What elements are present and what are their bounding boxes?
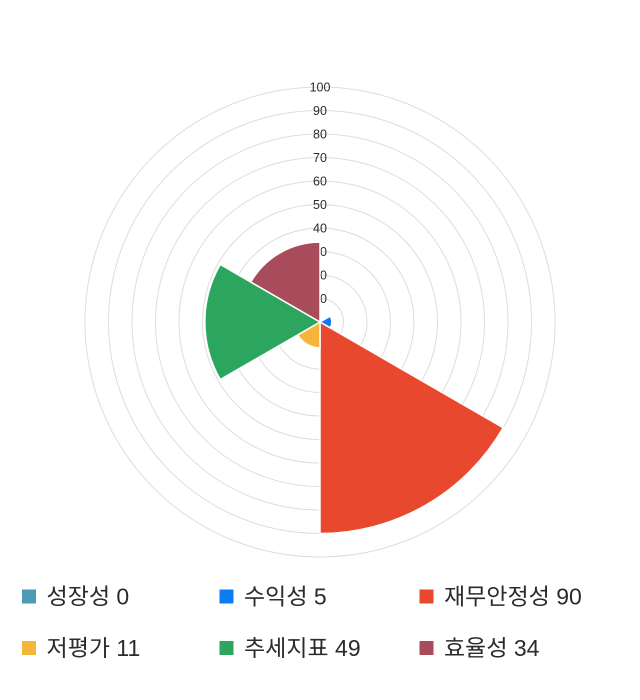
svg-text:효율성 34: 효율성 34 (444, 635, 540, 661)
svg-text:90: 90 (313, 104, 327, 118)
svg-text:추세지표 49: 추세지표 49 (244, 635, 361, 661)
svg-text:60: 60 (313, 174, 327, 188)
svg-text:80: 80 (313, 127, 327, 141)
svg-text:성장성 0: 성장성 0 (47, 583, 130, 609)
svg-text:수익성 5: 수익성 5 (244, 583, 327, 609)
svg-text:100: 100 (310, 80, 331, 94)
svg-text:저평가 11: 저평가 11 (47, 635, 141, 661)
svg-text:70: 70 (313, 151, 327, 165)
svg-text:40: 40 (313, 221, 327, 235)
svg-text:재무안정성 90: 재무안정성 90 (444, 583, 582, 609)
svg-text:50: 50 (313, 198, 327, 212)
